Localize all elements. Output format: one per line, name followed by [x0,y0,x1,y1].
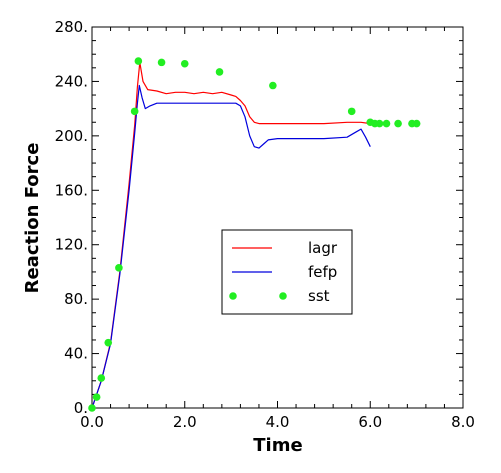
legend-marker-sst-2 [279,292,287,300]
legend-label-fefp: fefp [308,263,337,281]
x-tick-label: 6.0 [358,413,382,431]
y-tick-label: 240. [55,72,88,90]
legend: lagr fefp sst [221,229,353,315]
data-point-sst [215,68,224,76]
x-tick-label: 0.0 [80,413,104,431]
data-point-sst [269,81,277,90]
plot-frame [91,26,464,409]
y-tick-label: 280. [55,18,88,36]
x-tick-label: 2.0 [173,413,197,431]
data-point-sst [375,119,384,128]
y-tick-label: 200. [55,127,88,145]
y-tick-label: 0. [74,399,88,417]
data-point-sst [88,404,96,412]
y-tick-label: 160. [55,181,88,199]
data-point-sst [180,59,189,68]
data-point-sst [347,107,356,116]
series-layer [88,57,421,412]
data-point-sst [130,107,139,116]
x-tick-label: 8.0 [451,413,475,431]
y-tick-label: 80. [64,290,88,308]
y-axis-title: Reaction Force [22,143,43,294]
data-point-sst [97,374,106,382]
axis-ticks: 0.0 2.0 4.0 6.0 8.0 0. 40. 80. 120. 160. 200. 240. 2… [55,18,475,431]
data-point-sst [382,119,391,128]
y-tick-label: 40. [64,345,88,363]
data-point-sst [394,119,402,128]
legend-box [221,229,353,315]
series-line-fefp [91,84,371,409]
x-tick-label: 4.0 [266,413,290,431]
legend-label-lagr: lagr [308,239,338,257]
data-point-sst [115,264,123,272]
data-point-sst [134,57,143,65]
data-point-sst [412,119,421,128]
y-tick-label: 120. [55,236,88,254]
legend-marker-sst-1 [229,292,237,300]
data-point-sst [92,393,101,401]
x-axis-title: Time [253,435,302,456]
data-point-sst [157,58,166,67]
data-point-sst [104,338,113,347]
legend-label-sst: sst [308,287,330,305]
